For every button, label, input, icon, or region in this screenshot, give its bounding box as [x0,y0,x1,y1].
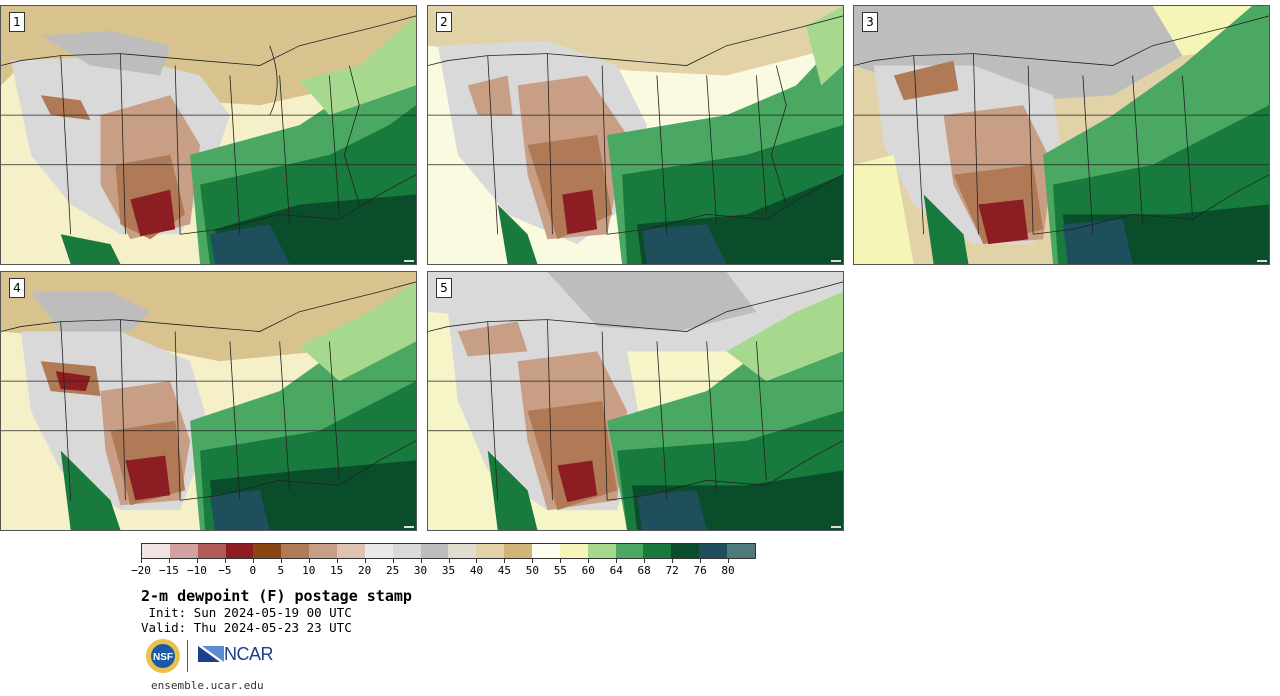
colorbar-swatch [364,544,393,558]
colorbar-tick [588,559,590,563]
dewpoint-map [428,272,843,530]
colorbar-tick [196,559,198,563]
colorbar-tick-label: 20 [358,564,372,577]
colorbar-tick [280,559,282,563]
panel-corner-mark [404,526,414,528]
colorbar-swatch [615,544,644,558]
panel-corner-mark [831,526,841,528]
colorbar-tick-label: 72 [665,564,679,577]
ncar-logo: NCAR [198,644,274,666]
logo-divider [187,640,188,672]
init-time: Init: Sun 2024-05-19 00 UTC [141,605,352,620]
colorbar-tick-label: 10 [302,564,316,577]
colorbar-tick-label: −5 [218,564,232,577]
colorbar-tick [476,559,478,563]
valid-time: Valid: Thu 2024-05-23 23 UTC [141,620,352,635]
colorbar-tick [700,559,702,563]
ncar-wordmark: NCAR [224,644,274,664]
member-number: 3 [862,12,878,32]
colorbar-swatch [169,544,198,558]
colorbar-swatch [392,544,421,558]
colorbar-tick [728,559,730,563]
colorbar-tick [504,559,506,563]
colorbar-tick-label: −20 [131,564,151,577]
colorbar-swatch [504,544,533,558]
ncar-mark-icon [198,646,224,662]
colorbar-tick [168,559,170,563]
colorbar-tick-label: 5 [277,564,285,577]
dewpoint-colorbar [141,543,756,559]
colorbar-tick-label: 45 [497,564,512,577]
colorbar-swatch [476,544,505,558]
colorbar-swatch [448,544,477,558]
colorbar-swatch [587,544,616,558]
member-map-5: 5 [427,271,844,531]
colorbar-tick [364,559,366,563]
colorbar-tick [616,559,618,563]
colorbar-tick-label: 55 [553,564,567,577]
member-map-2: 2 [427,5,844,265]
member-number: 2 [436,12,452,32]
colorbar-tick [448,559,450,563]
colorbar-swatch [253,544,282,558]
colorbar-tick [560,559,562,563]
colorbar-tick-labels: −20 −15 −10 −5 0 5 10 15 20 25 30 35 40 45 50 55 60 64 68 7… [131,559,756,579]
colorbar-tick-label: 60 [581,564,595,577]
colorbar-tick-label: 76 [693,564,707,577]
colorbar-tick-label: 64 [609,564,623,577]
colorbar-tick-label: 40 [469,564,484,577]
colorbar-tick [672,559,674,563]
colorbar-tick [308,559,310,563]
figure-title: 2-m dewpoint (F) postage stamp [141,587,412,605]
colorbar-tick-label: 35 [441,564,456,577]
dewpoint-map [1,272,416,530]
colorbar-tick [252,559,254,563]
colorbar-tick-label: −15 [159,564,179,577]
member-map-1: 1 [0,5,417,265]
dewpoint-map [428,6,843,264]
colorbar-swatch [643,544,672,558]
panel-corner-mark [831,260,841,262]
colorbar-swatch [559,544,588,558]
colorbar-swatch [309,544,338,558]
member-number: 4 [9,278,25,298]
nsf-logo: NSF [146,639,180,673]
colorbar-tick-label: 80 [721,564,735,577]
svg-text:NSF: NSF [153,652,173,663]
colorbar-tick-label: 0 [249,564,257,577]
colorbar-tick [644,559,646,563]
panel-corner-mark [1257,260,1267,262]
colorbar-tick [532,559,534,563]
colorbar-swatch [420,544,449,558]
colorbar-tick [224,559,226,563]
member-number: 5 [436,278,452,298]
colorbar-swatch [699,544,728,558]
member-map-3: 3 [853,5,1270,265]
colorbar-tick-label: 30 [413,564,428,577]
colorbar-tick-label: 15 [330,564,344,577]
colorbar-tick [420,559,422,563]
colorbar-swatch [532,544,560,558]
dewpoint-map [854,6,1269,264]
colorbar-tick-label: 68 [637,564,651,577]
colorbar-tick-label: 50 [525,564,539,577]
colorbar-swatch [337,544,365,558]
panel-corner-mark [404,260,414,262]
colorbar-tick [141,559,142,563]
colorbar-tick-label: 25 [385,564,400,577]
colorbar-swatch [142,544,170,558]
colorbar-swatch [671,544,700,558]
colorbar-swatch [281,544,310,558]
colorbar-swatch [727,544,755,558]
colorbar-tick [392,559,394,563]
member-number: 1 [9,12,25,32]
site-url: ensemble.ucar.edu [151,679,264,692]
member-map-4: 4 [0,271,417,531]
colorbar-tick-label: −10 [186,564,207,577]
colorbar-swatch [225,544,254,558]
colorbar-tick [336,559,338,563]
dewpoint-map [1,6,416,264]
colorbar-swatch [197,544,226,558]
